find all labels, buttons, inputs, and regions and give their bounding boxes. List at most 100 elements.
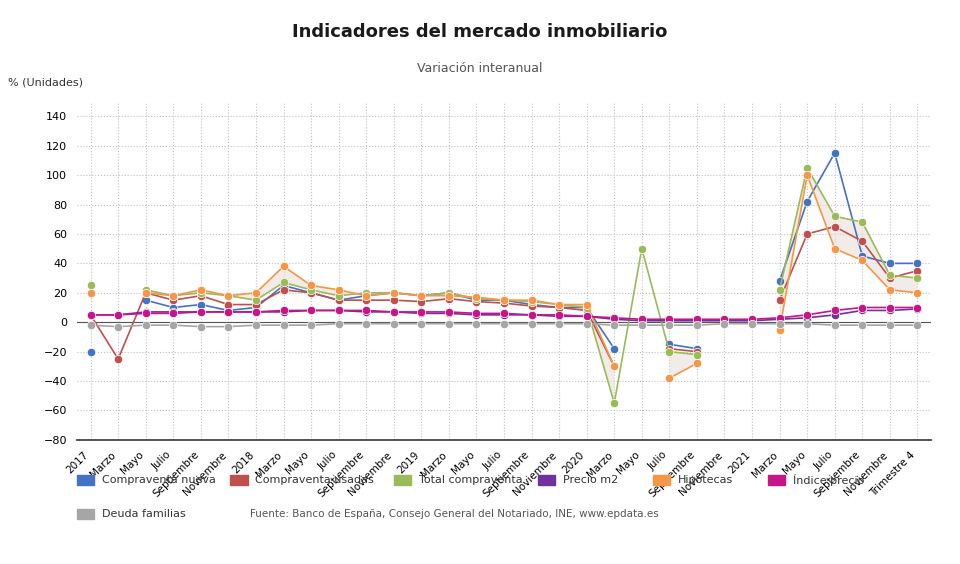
Deuda familias xyxy=(856,322,868,329)
Hipotecas xyxy=(277,263,289,270)
Indice precio xyxy=(912,304,924,311)
Precio m2 xyxy=(691,318,703,324)
Indice precio xyxy=(746,316,757,323)
Text: Compraventa nueva: Compraventa nueva xyxy=(102,475,216,485)
Compraventa usadas xyxy=(112,356,124,363)
Deuda familias xyxy=(884,322,896,329)
Total compraventa xyxy=(223,292,234,299)
Total compraventa xyxy=(691,351,703,358)
Line: Hipotecas: Hipotecas xyxy=(86,171,922,382)
Deuda familias xyxy=(84,322,96,329)
Indice precio xyxy=(112,311,124,318)
Precio m2 xyxy=(526,311,538,318)
Compraventa usadas xyxy=(774,297,785,303)
Deuda familias xyxy=(388,320,399,327)
Compraventa nueva xyxy=(223,307,234,314)
Compraventa nueva xyxy=(884,260,896,267)
Compraventa usadas xyxy=(802,231,813,237)
Hipotecas xyxy=(223,292,234,299)
Hipotecas xyxy=(305,282,317,289)
Precio m2 xyxy=(829,311,841,318)
Deuda familias xyxy=(746,320,757,327)
Hipotecas xyxy=(84,289,96,296)
Compraventa nueva xyxy=(498,297,510,303)
Precio m2 xyxy=(167,309,179,315)
Compraventa nueva xyxy=(802,198,813,205)
Hipotecas xyxy=(526,297,538,303)
Total compraventa xyxy=(498,297,510,303)
Precio m2 xyxy=(140,309,152,315)
Hipotecas xyxy=(581,301,592,308)
Indice precio xyxy=(444,309,455,315)
Compraventa usadas xyxy=(553,304,564,311)
Indice precio xyxy=(526,311,538,318)
Compraventa usadas xyxy=(884,275,896,281)
Compraventa usadas xyxy=(829,223,841,230)
Total compraventa xyxy=(856,219,868,226)
Indice precio xyxy=(802,311,813,318)
Precio m2 xyxy=(498,311,510,318)
Precio m2 xyxy=(195,309,206,315)
Total compraventa xyxy=(333,292,345,299)
Precio m2 xyxy=(663,318,675,324)
Hipotecas xyxy=(802,171,813,178)
Indice precio xyxy=(498,310,510,317)
Hipotecas xyxy=(912,289,924,296)
Hipotecas xyxy=(416,292,427,299)
Precio m2 xyxy=(251,309,262,315)
Compraventa usadas xyxy=(140,289,152,296)
Compraventa usadas xyxy=(388,297,399,303)
Hipotecas xyxy=(829,245,841,252)
Precio m2 xyxy=(912,306,924,312)
Indice precio xyxy=(691,316,703,323)
Text: Índice precio: Índice precio xyxy=(793,474,864,486)
Indice precio xyxy=(333,307,345,314)
Indice precio xyxy=(305,307,317,314)
Compraventa nueva xyxy=(581,304,592,311)
Text: Deuda familias: Deuda familias xyxy=(102,509,185,519)
Compraventa nueva xyxy=(140,297,152,303)
Compraventa usadas xyxy=(305,289,317,296)
Deuda familias xyxy=(277,322,289,329)
Total compraventa xyxy=(636,245,648,252)
Hipotecas xyxy=(388,289,399,296)
Compraventa nueva xyxy=(829,149,841,156)
Compraventa nueva xyxy=(444,289,455,296)
Deuda familias xyxy=(195,323,206,330)
Deuda familias xyxy=(829,322,841,329)
Precio m2 xyxy=(444,310,455,317)
Total compraventa xyxy=(277,279,289,286)
Precio m2 xyxy=(416,310,427,317)
Deuda familias xyxy=(223,323,234,330)
Compraventa usadas xyxy=(691,348,703,355)
Hipotecas xyxy=(251,289,262,296)
Deuda familias xyxy=(802,320,813,327)
Total compraventa xyxy=(167,292,179,299)
Hipotecas xyxy=(553,301,564,308)
Hipotecas xyxy=(333,287,345,293)
Hipotecas xyxy=(498,297,510,303)
Total compraventa xyxy=(553,301,564,308)
Indice precio xyxy=(360,307,372,314)
Line: Precio m2: Precio m2 xyxy=(86,305,922,325)
Deuda familias xyxy=(112,323,124,330)
Compraventa nueva xyxy=(774,277,785,284)
Total compraventa xyxy=(388,289,399,296)
Compraventa nueva xyxy=(553,304,564,311)
Text: Total compraventa: Total compraventa xyxy=(419,475,522,485)
Total compraventa xyxy=(416,292,427,299)
Deuda familias xyxy=(444,320,455,327)
Compraventa usadas xyxy=(581,307,592,314)
Compraventa usadas xyxy=(251,301,262,308)
Compraventa usadas xyxy=(223,301,234,308)
Indice precio xyxy=(856,304,868,311)
Compraventa usadas xyxy=(663,345,675,352)
Total compraventa xyxy=(526,298,538,305)
Compraventa usadas xyxy=(360,297,372,303)
Total compraventa xyxy=(195,289,206,296)
Compraventa usadas xyxy=(444,296,455,302)
Hipotecas xyxy=(470,294,482,301)
Total compraventa xyxy=(774,287,785,293)
Compraventa nueva xyxy=(388,289,399,296)
Total compraventa xyxy=(884,272,896,279)
